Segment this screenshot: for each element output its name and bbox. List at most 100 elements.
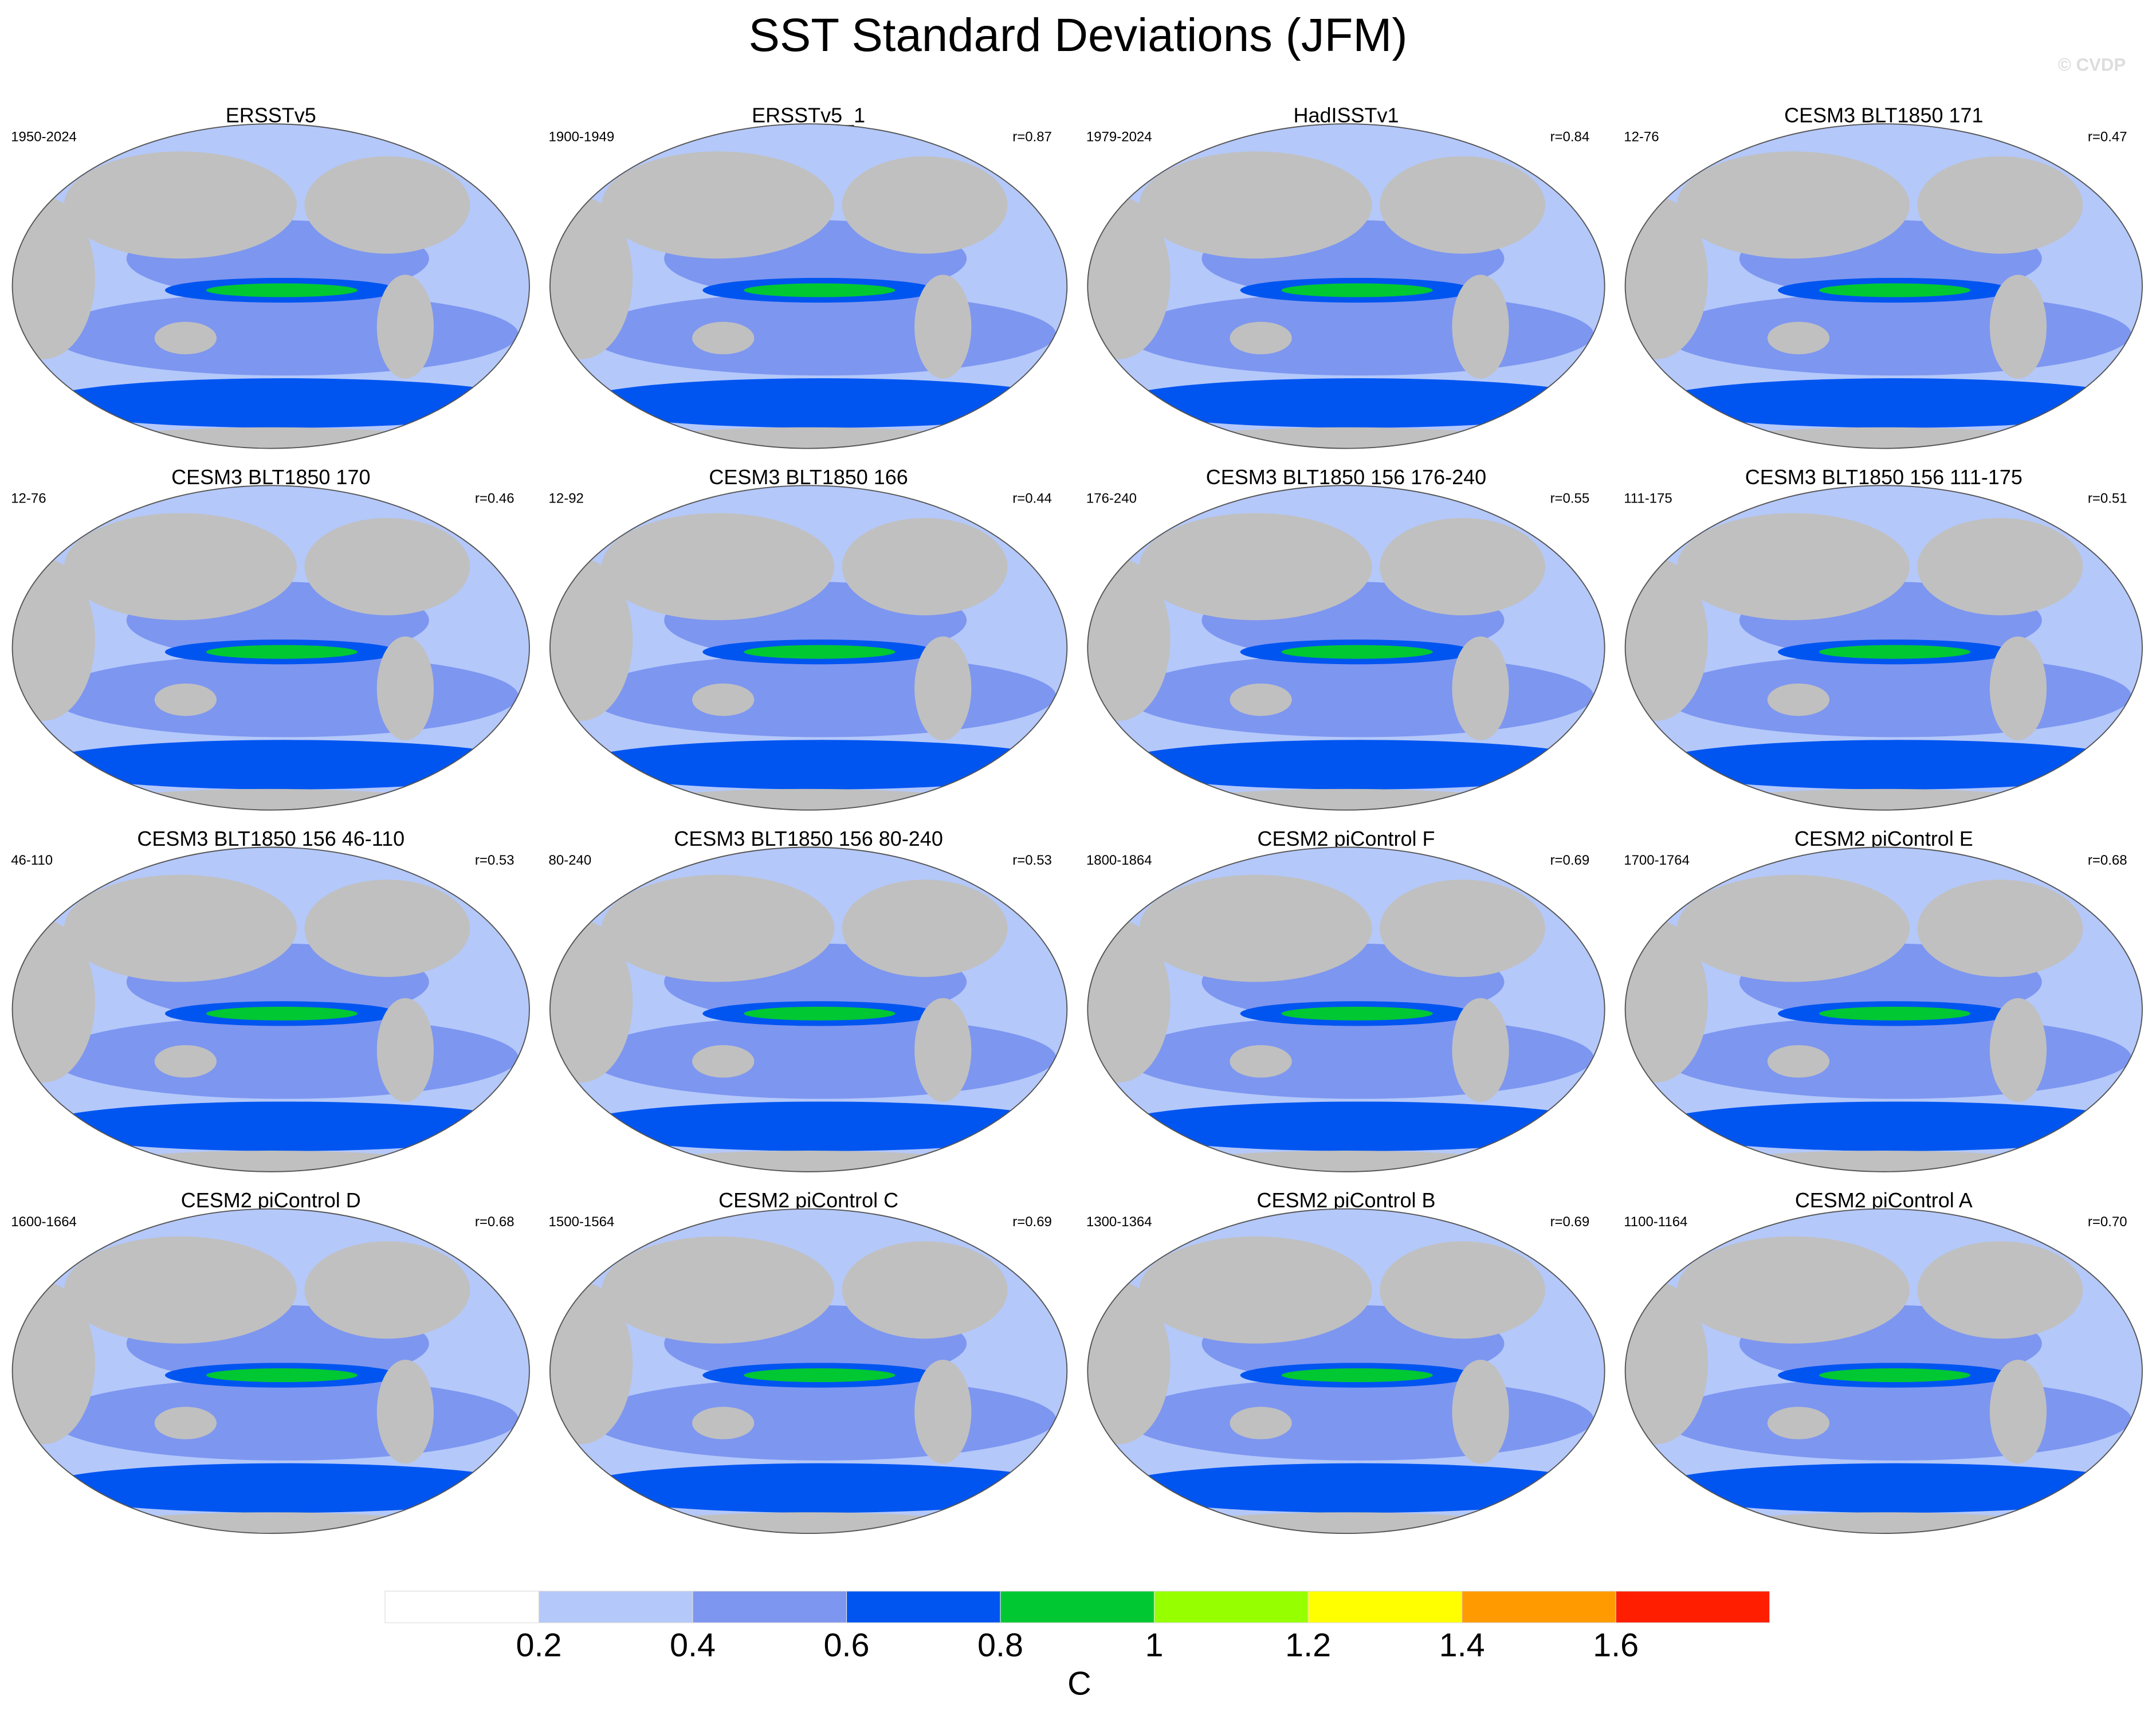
panel-period: 1100-1164 xyxy=(1624,1214,1687,1230)
land xyxy=(1139,151,1372,259)
map xyxy=(12,485,529,810)
land xyxy=(376,636,434,740)
ocean-band xyxy=(1126,293,1594,376)
ocean-band xyxy=(588,654,1057,737)
land xyxy=(1989,998,2047,1102)
land xyxy=(549,920,633,1083)
land xyxy=(376,998,434,1102)
panel-title: CESM3 BLT1850 156 46-110 xyxy=(137,827,405,850)
map xyxy=(1625,847,2143,1172)
land xyxy=(376,274,434,379)
equatorial-core xyxy=(744,1368,896,1383)
ocean-band xyxy=(1112,378,1605,428)
panel-title: CESM3 BLT1850 156 176-240 xyxy=(1206,465,1486,489)
panel-correlation: r=0.70 xyxy=(2088,1214,2127,1230)
panel-title: CESM3 BLT1850 170 xyxy=(171,465,370,489)
land xyxy=(1165,1151,1527,1172)
ocean-band xyxy=(1650,740,2143,790)
land xyxy=(89,788,452,810)
land xyxy=(842,156,1008,254)
land xyxy=(627,427,989,449)
equatorial-core xyxy=(1281,645,1433,659)
land xyxy=(1676,1236,1910,1344)
panel-correlation: r=0.51 xyxy=(2088,491,2127,507)
equatorial-core xyxy=(744,1006,896,1021)
land xyxy=(914,1360,972,1464)
colorbar-tick-label: 1.2 xyxy=(1285,1627,1331,1663)
land xyxy=(1767,321,1830,355)
colorbar-tick-label: 0.2 xyxy=(516,1627,561,1663)
map-border xyxy=(1624,123,2143,449)
panel-title: CESM2 piControl D xyxy=(181,1188,361,1212)
land xyxy=(1165,1512,1527,1534)
equatorial-core xyxy=(744,645,896,659)
map-border xyxy=(1087,1208,1605,1534)
land xyxy=(1087,197,1171,359)
panel-title: ERSSTv5_1 xyxy=(752,104,865,127)
panel-period: 12-76 xyxy=(11,491,46,507)
panel-correlation: r=0.53 xyxy=(1012,853,1052,868)
ocean-band xyxy=(588,1016,1057,1099)
land xyxy=(1452,1360,1509,1464)
land xyxy=(1139,513,1372,621)
panel-period: 1600-1664 xyxy=(11,1214,77,1230)
panel-correlation: r=0.46 xyxy=(475,491,515,507)
equatorial-core xyxy=(1819,283,1971,297)
ocean-band xyxy=(1663,1016,2131,1099)
land xyxy=(692,1407,755,1439)
land xyxy=(304,156,470,254)
ocean-band xyxy=(588,293,1057,376)
land xyxy=(1230,1407,1292,1439)
land xyxy=(304,517,470,615)
land xyxy=(602,151,835,259)
map xyxy=(12,847,529,1172)
ocean-band xyxy=(50,1378,519,1461)
map-border xyxy=(549,485,1068,811)
ocean-band xyxy=(575,1101,1067,1151)
land xyxy=(914,998,972,1102)
land xyxy=(1917,517,2083,615)
panel-period: 1700-1764 xyxy=(1624,853,1690,868)
map-border xyxy=(11,123,530,449)
panel-period: 80-240 xyxy=(549,853,592,868)
land xyxy=(64,874,297,982)
panel-period: 1900-1949 xyxy=(549,129,615,145)
land xyxy=(1087,920,1171,1083)
panel-correlation: r=0.68 xyxy=(2088,853,2127,868)
ocean-band xyxy=(588,1378,1057,1461)
map xyxy=(549,485,1067,810)
ocean-band xyxy=(1650,378,2143,428)
panel-period: 1300-1364 xyxy=(1086,1214,1152,1230)
land xyxy=(1625,558,1709,721)
panel-period: 1500-1564 xyxy=(549,1214,615,1230)
ocean-band xyxy=(1650,1463,2143,1513)
colorbar-box xyxy=(1461,1591,1616,1623)
land xyxy=(627,1512,989,1534)
panel-period: 1979-2024 xyxy=(1086,129,1152,145)
land xyxy=(1165,427,1527,449)
ocean-band xyxy=(1126,654,1594,737)
equatorial-core xyxy=(1819,645,1971,659)
map-border xyxy=(549,1208,1068,1534)
land xyxy=(1917,1241,2083,1339)
map xyxy=(549,1208,1067,1534)
colorbar-box xyxy=(1307,1591,1463,1623)
land xyxy=(1380,880,1545,978)
panel-period: 1800-1864 xyxy=(1086,853,1152,868)
ocean-band xyxy=(37,1463,529,1513)
land xyxy=(154,321,217,355)
land xyxy=(376,1360,434,1464)
ocean-band xyxy=(1112,1463,1605,1513)
panel-title: CESM2 piControl C xyxy=(718,1188,898,1212)
land xyxy=(549,197,633,359)
colorbar-box xyxy=(846,1591,1001,1623)
panel-title: CESM2 piControl B xyxy=(1256,1188,1435,1212)
ocean-band xyxy=(1663,1378,2131,1461)
map-border xyxy=(549,123,1068,449)
land xyxy=(692,1045,755,1078)
land xyxy=(1230,683,1292,716)
map xyxy=(549,847,1067,1172)
land xyxy=(304,880,470,978)
colorbar-box xyxy=(1615,1591,1770,1623)
land xyxy=(89,1512,452,1534)
